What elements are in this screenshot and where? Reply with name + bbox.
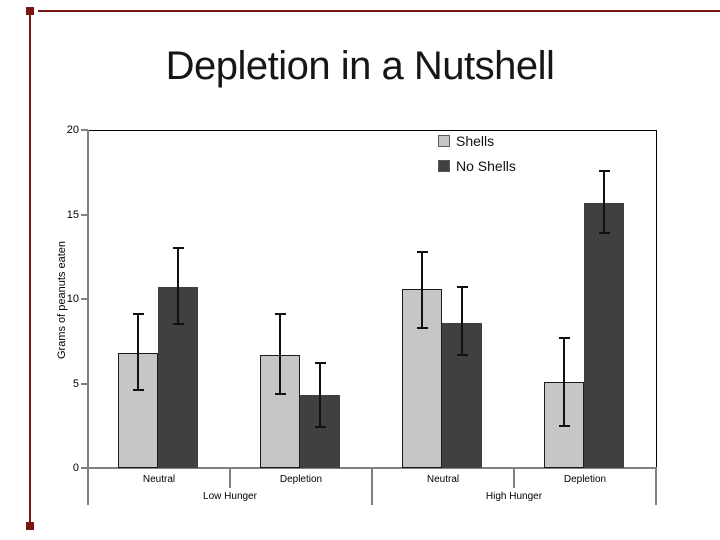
error-bar-cap [173,247,184,250]
y-tick [81,298,88,300]
legend: Shells No Shells [438,133,516,183]
error-bar-cap [559,336,570,339]
category-label: Depletion [279,474,323,485]
y-tick [81,129,88,131]
error-bar-cap [275,392,286,395]
accent-line-left [29,15,31,522]
legend-swatch-shells-icon [438,135,450,147]
accent-line-top [38,10,720,12]
category-label: Neutral [142,474,176,485]
error-bar-cap [599,232,610,235]
error-bar-cap [133,389,144,392]
error-bar-cap [559,424,570,427]
error-bar-cap [315,426,326,429]
y-axis-line [87,130,89,505]
category-separator [513,468,515,488]
category-label: Neutral [426,474,460,485]
error-bar-line [421,251,423,328]
error-bar-line [279,314,281,394]
plot-area [88,130,657,469]
error-bar-cap [133,313,144,316]
legend-item-shells: Shells [438,133,516,149]
error-bar-cap [173,323,184,326]
error-bar-line [137,314,139,391]
page-title: Depletion in a Nutshell [165,44,555,88]
category-separator [229,468,231,488]
y-tick-label: 15 [66,208,79,221]
category-label: Depletion [563,474,607,485]
y-tick-label: 5 [72,377,79,390]
error-bar-line [563,337,565,426]
y-tick-label: 10 [66,293,79,305]
y-tick [81,467,88,469]
error-bar-cap [275,313,286,316]
y-tick-label: 0 [72,462,79,474]
error-bar-cap [457,353,468,356]
y-tick [81,382,88,385]
error-bar-line [603,170,605,234]
legend-swatch-no-shells-icon [438,160,450,172]
group-label: Low Hunger [203,491,257,502]
error-bar-cap [599,169,610,172]
error-bar-line [319,363,321,428]
legend-label-shells: Shells [456,133,495,149]
accent-dot-bottom [26,522,34,530]
accent-dot-top [26,7,34,15]
y-tick [81,213,88,216]
error-bar-cap [315,362,326,365]
y-tick-label: 20 [66,124,79,136]
legend-item-no-shells: No Shells [438,158,516,174]
error-bar-cap [417,326,428,329]
error-bar-line [177,248,179,325]
bar-no-shells-3 [584,202,624,468]
group-label: High Hunger [485,491,543,502]
error-bar-line [461,287,463,355]
error-bar-cap [457,286,468,289]
group-separator [371,468,373,505]
legend-label-no-shells: No Shells [456,158,516,174]
group-separator [655,468,657,505]
error-bar-cap [417,250,428,253]
